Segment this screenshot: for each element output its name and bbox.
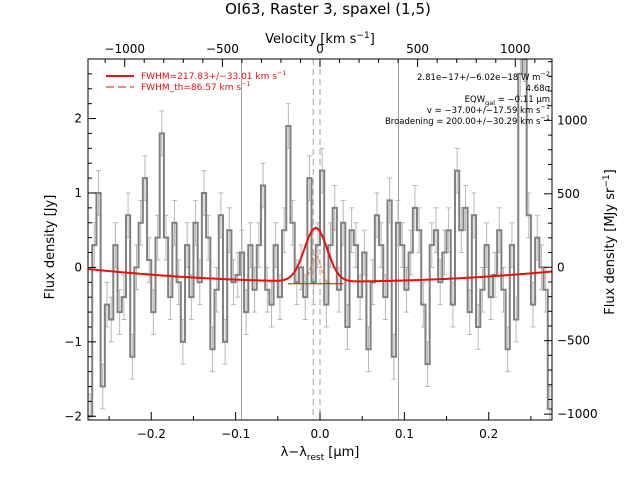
spectrum-layer bbox=[88, 59, 552, 420]
top-tick-label: −500 bbox=[206, 42, 239, 56]
annotation-velocity: v = −37.00+/−17.59 km s−1 bbox=[427, 103, 550, 116]
spectrum-line bbox=[88, 59, 552, 418]
plot-area: −0.2 −0.1 0.0 0.1 0.2 −1000 −500 0 500 1000 −2 −1 0 1… bbox=[64, 42, 598, 441]
x-tick-label: −0.1 bbox=[221, 427, 250, 441]
fit-annotations: 2.81e−17+/−6.02e−18 W m−2 4.68σ EQWgal =… bbox=[385, 70, 551, 127]
right-tick-label: −1000 bbox=[557, 407, 598, 421]
chart-title: OI63, Raster 3, spaxel (1,5) bbox=[225, 0, 431, 18]
right-tick-label: 0 bbox=[557, 260, 565, 274]
annotation-line-flux: 2.81e−17+/−6.02e−18 W m−2 bbox=[417, 70, 550, 83]
annotation-broadening: Broadening = 200.00+/−30.29 km s−1 bbox=[385, 114, 550, 127]
x-axis-label: λ−λrest [μm] bbox=[281, 445, 360, 463]
fit-curve bbox=[88, 226, 552, 283]
left-y-axis-label: Flux density [Jy] bbox=[43, 195, 58, 300]
legend-label-fwhm-th: FWHM_th=86.57 km s−1 bbox=[141, 80, 251, 93]
legend: FWHM=217.83+/−33.01 km s−1 FWHM_th=86.57… bbox=[106, 69, 287, 93]
y-tick-label: −2 bbox=[64, 409, 82, 423]
x-tick-label: 0.2 bbox=[479, 427, 498, 441]
right-y-axis-label: Flux density [MJy sr−1] bbox=[602, 169, 618, 314]
y-tick-label: 0 bbox=[74, 260, 82, 274]
top-tick-label: 0 bbox=[316, 42, 324, 56]
top-axis-label: Velocity [km s−1] bbox=[265, 31, 375, 47]
x-tick-label: −0.2 bbox=[137, 427, 166, 441]
y-tick-label: 1 bbox=[74, 186, 82, 200]
y-tick-label: 2 bbox=[74, 112, 82, 126]
right-tick-label: 1000 bbox=[557, 113, 588, 127]
annotation-significance: 4.68σ bbox=[526, 84, 551, 94]
top-tick-label: −1000 bbox=[104, 42, 145, 56]
top-tick-label: 1000 bbox=[500, 42, 531, 56]
x-tick-label: 0.1 bbox=[395, 427, 414, 441]
x-tick-label: 0.0 bbox=[310, 427, 329, 441]
top-tick-label: 500 bbox=[406, 42, 429, 56]
legend-label-fwhm: FWHM=217.83+/−33.01 km s−1 bbox=[141, 69, 287, 82]
y-tick-label: −1 bbox=[64, 335, 82, 349]
right-tick-label: 500 bbox=[557, 187, 580, 201]
right-tick-label: −500 bbox=[557, 334, 590, 348]
annotation-eqw: EQWgal = −0.11 μm bbox=[465, 95, 550, 107]
